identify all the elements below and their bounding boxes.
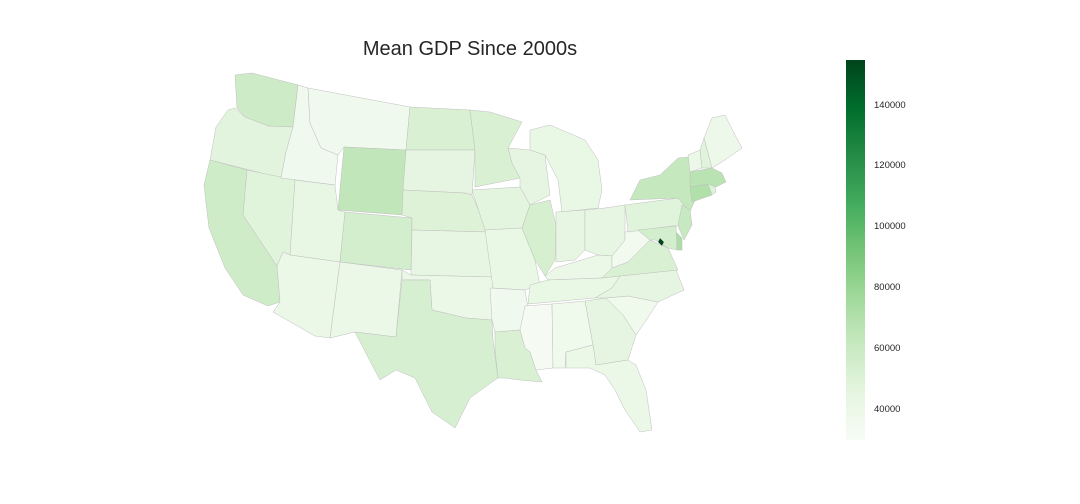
state-indiana bbox=[555, 209, 586, 263]
state-maryland bbox=[637, 225, 678, 251]
colorbar-tick-label: 120000 bbox=[874, 160, 906, 172]
colorbar-tick-label: 60000 bbox=[874, 342, 901, 354]
state-vermont bbox=[687, 149, 703, 173]
colorbar bbox=[846, 60, 865, 440]
state-north-dakota bbox=[405, 106, 476, 151]
state-massachusetts bbox=[689, 167, 727, 188]
state-district-of-columbia bbox=[657, 237, 665, 247]
state-wyoming bbox=[337, 146, 407, 216]
colorbar-tick-label: 80000 bbox=[874, 282, 901, 293]
state-south-dakota bbox=[402, 149, 476, 196]
state-utah bbox=[289, 179, 346, 263]
state-maine bbox=[703, 114, 743, 169]
state-montana bbox=[307, 87, 411, 156]
state-kansas bbox=[410, 229, 494, 278]
state-new-jersey bbox=[677, 204, 693, 241]
state-florida bbox=[565, 344, 653, 433]
colorbar-tick-label: 100000 bbox=[874, 221, 906, 233]
state-colorado bbox=[339, 211, 413, 271]
colorbar-tick-label: 140000 bbox=[874, 99, 906, 111]
map-title: Mean GDP Since 2000s bbox=[362, 38, 578, 60]
state-michigan bbox=[529, 124, 603, 213]
state-illinois bbox=[521, 199, 557, 277]
state-arizona bbox=[272, 251, 341, 339]
state-texas bbox=[354, 279, 499, 429]
colorbar-tick-label: 40000 bbox=[874, 403, 901, 415]
state-north-carolina bbox=[594, 269, 685, 303]
state-new-mexico bbox=[329, 261, 403, 339]
